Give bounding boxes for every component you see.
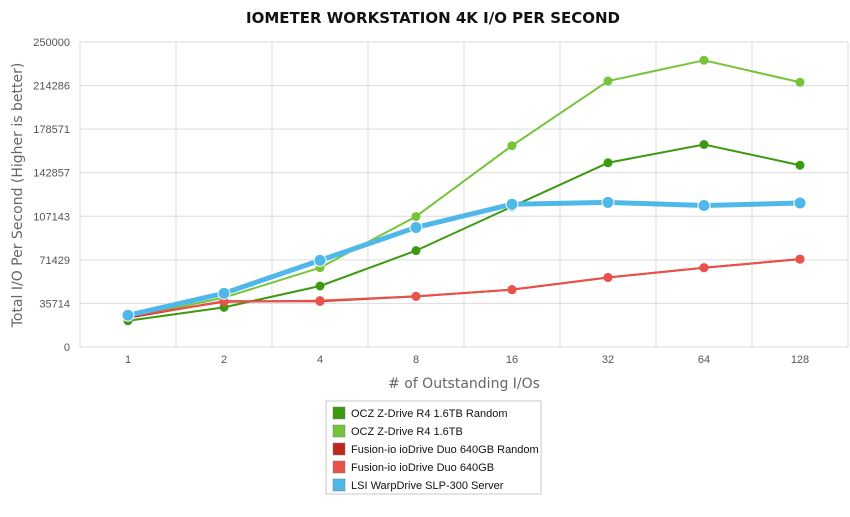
- x-tick-label: 8: [413, 354, 419, 366]
- data-point: [603, 158, 613, 168]
- y-axis-label: Total I/O Per Second (Higher is better): [10, 63, 26, 329]
- data-point: [795, 160, 805, 170]
- data-point: [697, 198, 711, 212]
- data-point: [411, 291, 421, 301]
- data-point: [507, 285, 517, 295]
- data-point: [505, 197, 519, 211]
- legend: OCZ Z-Drive R4 1.6TB Random OCZ Z-Drive R…: [325, 400, 542, 495]
- data-point: [219, 297, 229, 307]
- series-line: [127, 143, 801, 322]
- legend-swatch: [332, 424, 346, 438]
- legend-label: Fusion-io ioDrive Duo 640GB: [351, 462, 494, 474]
- x-tick-label: 128: [791, 354, 809, 366]
- y-tick-label: 250000: [33, 37, 70, 49]
- series-5: [121, 195, 807, 322]
- series-line: [127, 258, 801, 318]
- data-point: [795, 77, 805, 87]
- legend-label: Fusion-io ioDrive Duo 640GB Random: [351, 444, 539, 456]
- x-tick-label: 32: [602, 354, 614, 366]
- data-point: [315, 281, 325, 291]
- y-tick-label: 35714: [39, 298, 70, 310]
- x-tick-label: 2: [221, 354, 227, 366]
- series: [121, 55, 807, 326]
- legend-swatch: [332, 460, 346, 474]
- x-tick-label: 1: [125, 354, 131, 366]
- data-point: [315, 296, 325, 306]
- legend-swatch: [332, 442, 346, 456]
- data-point: [699, 139, 709, 149]
- data-point: [699, 55, 709, 65]
- legend-swatch: [332, 478, 346, 492]
- data-point: [411, 211, 421, 221]
- data-point: [121, 308, 135, 322]
- data-point: [411, 246, 421, 256]
- data-point: [409, 220, 423, 234]
- grid: [79, 41, 849, 348]
- legend-label: LSI WarpDrive SLP-300 Server: [351, 480, 504, 492]
- data-point: [313, 253, 327, 267]
- legend-box: [325, 400, 542, 495]
- data-point: [793, 196, 807, 210]
- legend-label: OCZ Z-Drive R4 1.6TB: [351, 426, 463, 438]
- series-line: [127, 59, 801, 319]
- legend-label: OCZ Z-Drive R4 1.6TB Random: [351, 408, 507, 420]
- data-point: [601, 195, 615, 209]
- x-axis-ticks: 1 2 4 8 16 32 64 128: [125, 354, 809, 366]
- data-point: [217, 286, 231, 300]
- legend-swatch: [332, 406, 346, 420]
- x-tick-label: 64: [698, 354, 710, 366]
- y-tick-label: 214286: [33, 81, 70, 93]
- y-axis-ticks: 0 35714 71429 107143 142857 178571 214286 25000…: [33, 37, 70, 354]
- y-tick-label: 178571: [33, 124, 70, 136]
- data-point: [699, 263, 709, 273]
- x-tick-label: 4: [317, 354, 323, 366]
- y-tick-label: 0: [64, 342, 70, 354]
- chart-title: IOMETER WORKSTATION 4K I/O PER SECOND: [246, 9, 620, 27]
- y-tick-label: 107143: [33, 211, 70, 223]
- data-point: [603, 76, 613, 86]
- data-point: [507, 141, 517, 151]
- series-line: [125, 199, 803, 318]
- x-axis-label: # of Outstanding I/Os: [388, 376, 540, 392]
- data-point: [603, 272, 613, 282]
- x-tick-label: 16: [506, 354, 518, 366]
- data-point: [795, 254, 805, 264]
- y-tick-label: 71429: [39, 255, 70, 267]
- y-tick-label: 142857: [33, 168, 70, 180]
